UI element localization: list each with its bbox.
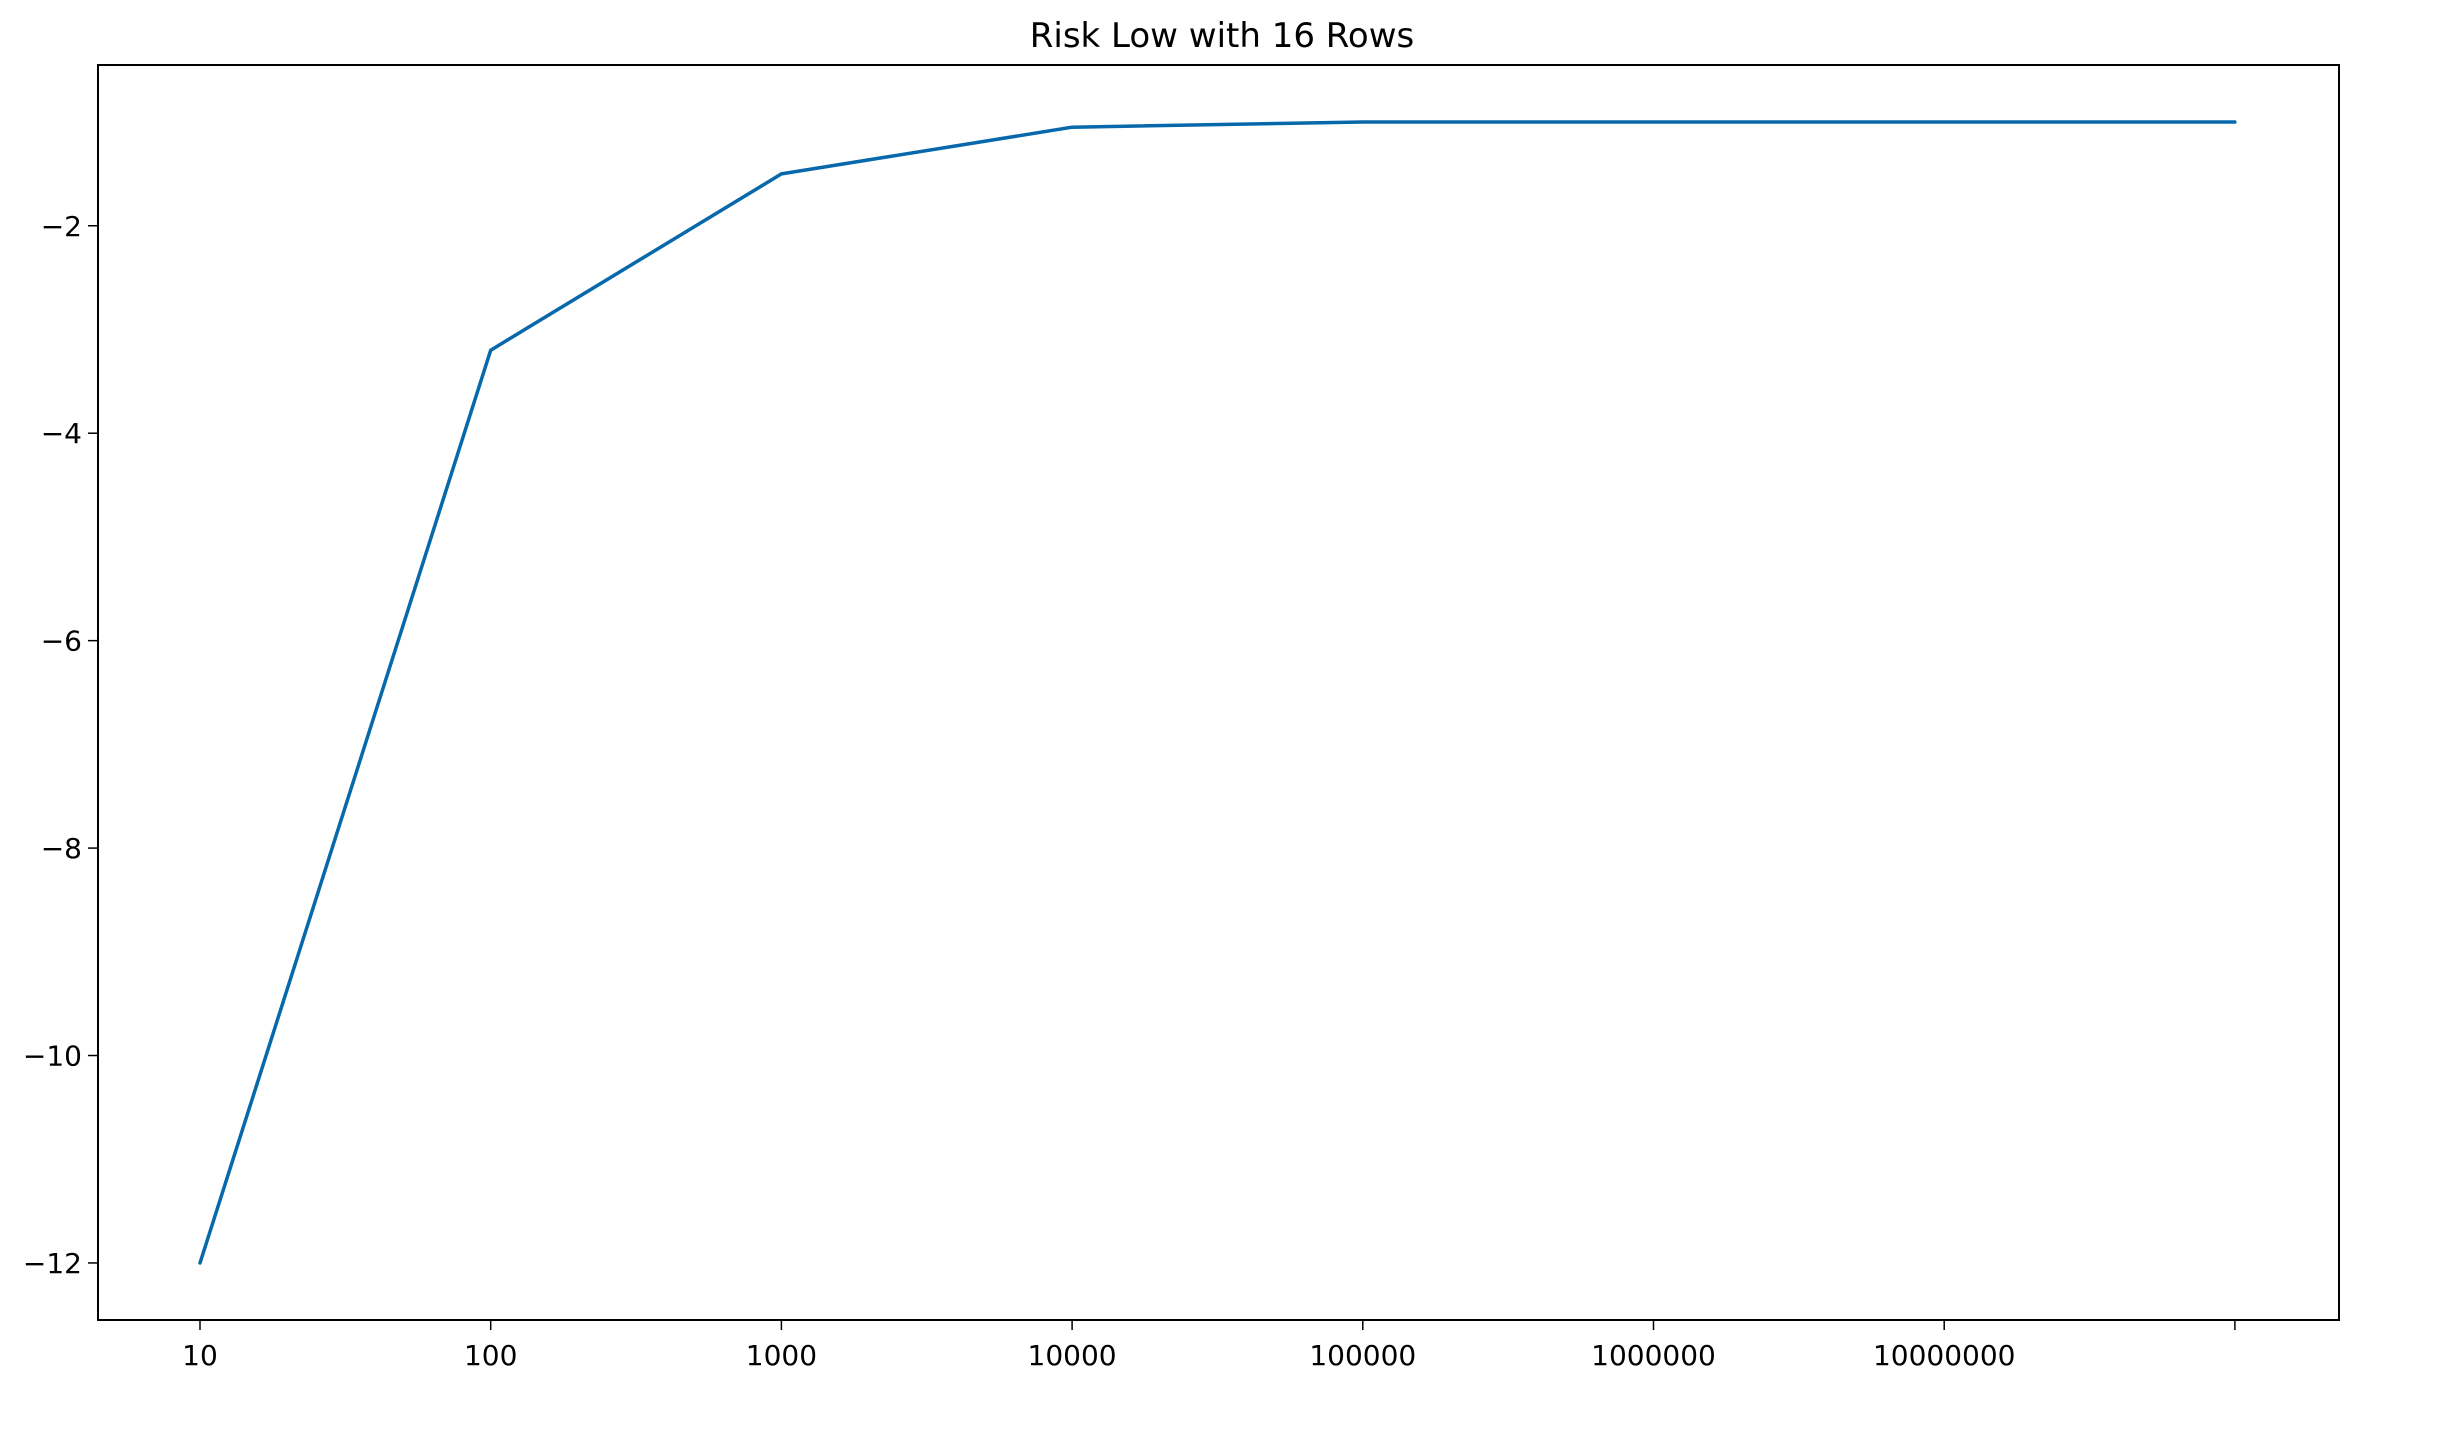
plot-frame xyxy=(97,64,2340,1321)
y-tick-label: −10 xyxy=(23,1040,82,1073)
y-tick-label: −2 xyxy=(41,210,82,243)
y-tick-label: −6 xyxy=(41,625,82,658)
x-tick-label: 100000 xyxy=(1309,1339,1416,1372)
plot-area: 10 100 1000 10000 100000 1000000 10000000 −12 −1… xyxy=(23,64,2340,1372)
chart-title: Risk Low with 16 Rows xyxy=(1030,16,1414,56)
y-tick-label: −8 xyxy=(41,832,82,865)
x-tick-label: 10 xyxy=(182,1339,218,1372)
series-line xyxy=(198,120,2237,1265)
x-tick-label: 1000000 xyxy=(1591,1339,1716,1372)
x-tick-label: 100 xyxy=(464,1339,517,1372)
x-tick-label: 1000 xyxy=(746,1339,817,1372)
y-tick-label: −4 xyxy=(41,417,82,450)
x-tick-label: 10000 xyxy=(1028,1339,1117,1372)
x-tick-label: 10000000 xyxy=(1873,1339,2016,1372)
y-tick-label: −12 xyxy=(23,1247,82,1280)
